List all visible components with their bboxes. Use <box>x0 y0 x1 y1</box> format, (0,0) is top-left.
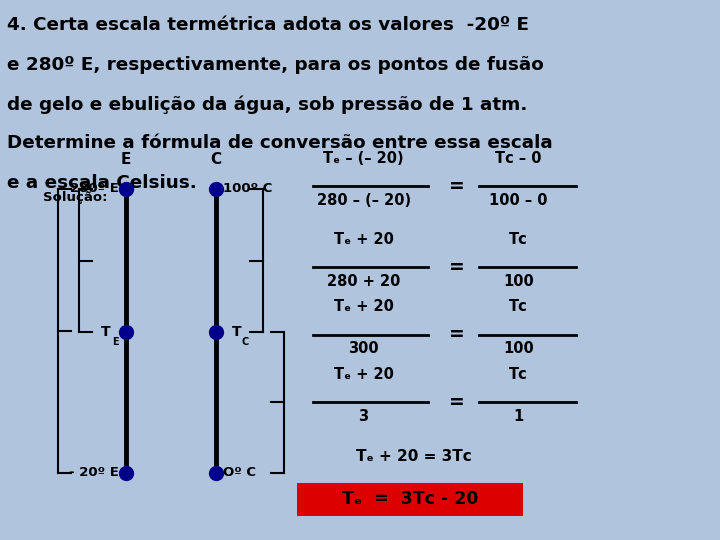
Text: Tᴄ: Tᴄ <box>509 367 528 382</box>
Text: =: = <box>449 393 465 412</box>
Text: Tₑ + 20: Tₑ + 20 <box>333 232 394 247</box>
Text: Oº C: Oº C <box>223 466 256 479</box>
Text: 1: 1 <box>513 409 523 424</box>
Text: 100: 100 <box>503 274 534 289</box>
Text: E: E <box>121 152 131 167</box>
Text: Tₑ + 20: Tₑ + 20 <box>333 299 394 314</box>
Text: Solução:: Solução: <box>43 191 108 204</box>
Text: 4. Certa escala termétrica adota os valores  -20º E: 4. Certa escala termétrica adota os valo… <box>7 16 529 34</box>
Text: 100: 100 <box>503 341 534 356</box>
Text: - 20º E: - 20º E <box>69 466 119 479</box>
Text: 280º E: 280º E <box>70 183 119 195</box>
Text: de gelo e ebulição da água, sob pressão de 1 atm.: de gelo e ebulição da água, sob pressão … <box>7 95 528 113</box>
FancyBboxPatch shape <box>297 483 523 516</box>
Text: Tᴄ: Tᴄ <box>509 299 528 314</box>
Text: e a escala Celsius.: e a escala Celsius. <box>7 174 197 192</box>
Text: E: E <box>112 337 119 347</box>
Text: T: T <box>101 325 110 339</box>
Text: 100 – 0: 100 – 0 <box>489 193 548 208</box>
Text: Tₑ + 20 = 3Tᴄ: Tₑ + 20 = 3Tᴄ <box>356 449 472 464</box>
Text: Tₑ  =  3Tᴄ - 20: Tₑ = 3Tᴄ - 20 <box>342 490 479 509</box>
Text: 280 – (– 20): 280 – (– 20) <box>317 193 410 208</box>
Text: Tᴄ – 0: Tᴄ – 0 <box>495 151 541 166</box>
Text: =: = <box>449 177 465 196</box>
Text: 100º C: 100º C <box>223 183 273 195</box>
Text: C: C <box>242 337 249 347</box>
Text: Tᴄ: Tᴄ <box>509 232 528 247</box>
Text: e 280º E, respectivamente, para os pontos de fusão: e 280º E, respectivamente, para os ponto… <box>7 56 544 73</box>
Text: 280 + 20: 280 + 20 <box>327 274 400 289</box>
Text: C: C <box>210 152 222 167</box>
Text: T: T <box>232 325 241 339</box>
Text: =: = <box>449 258 465 277</box>
Text: Tₑ + 20: Tₑ + 20 <box>333 367 394 382</box>
Text: 3: 3 <box>359 409 369 424</box>
Text: Determine a fórmula de conversão entre essa escala: Determine a fórmula de conversão entre e… <box>7 134 553 152</box>
Text: =: = <box>449 325 465 345</box>
Text: 300: 300 <box>348 341 379 356</box>
Text: Tₑ – (– 20): Tₑ – (– 20) <box>323 151 404 166</box>
